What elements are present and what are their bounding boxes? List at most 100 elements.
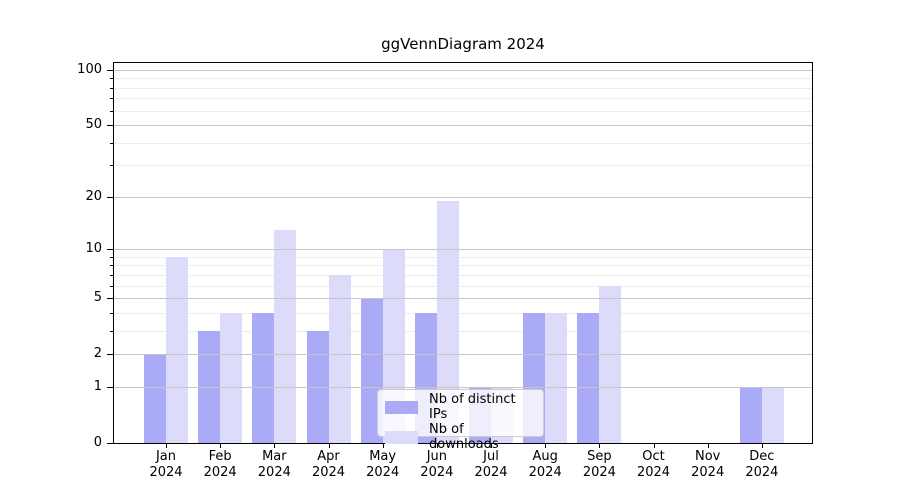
x-tick-month: Oct [642,449,665,464]
x-tick-year: 2024 [691,465,725,480]
x-axis-tick-label: Aug 2024 [517,449,573,481]
y-tick-mark [107,125,113,127]
bar-downloads [220,312,243,443]
bar-downloads [599,285,622,443]
grid-line-major [114,70,812,71]
x-axis-tick-label: Jun 2024 [409,449,465,481]
y-tick-mark [107,249,113,251]
y-axis-tick-label: 5 [93,290,102,306]
x-axis-tick-label: Apr 2024 [301,449,357,481]
grid-line-minor [114,285,812,287]
plot-area [113,62,813,444]
x-axis-tick-label: Dec 2024 [734,449,790,481]
y-tick-mark [107,443,113,444]
y-minor-tick-mark [110,265,113,267]
x-axis-tick-label: Jul 2024 [463,449,519,481]
y-axis-tick-label: 1 [93,378,102,394]
x-tick-year: 2024 [745,465,779,480]
legend-swatch-distinct-ips-icon [385,400,418,414]
x-tick-year: 2024 [311,465,346,480]
x-tick-month: May [369,449,397,464]
y-minor-tick-mark [110,312,113,314]
bar-distinct-ips [144,354,166,443]
bar-downloads [274,229,297,443]
x-tick-mark [599,443,601,448]
grid-line-minor [114,142,812,144]
bar-downloads [436,200,459,443]
x-tick-year: 2024 [474,465,508,480]
x-tick-year: 2024 [257,465,291,480]
x-tick-month: Jul [483,449,499,464]
grid-line-minor [114,110,812,112]
x-tick-month: Jan [155,449,177,464]
bar-distinct-ips [577,312,600,443]
x-tick-year: 2024 [203,465,237,480]
x-tick-mark [274,443,276,448]
x-axis-tick-label: Oct 2024 [626,449,682,481]
x-tick-mark [436,443,438,448]
x-tick-mark [761,443,763,448]
y-axis-tick-label: 20 [85,188,102,204]
y-minor-tick-mark [110,330,113,332]
x-tick-mark [545,443,547,448]
y-minor-tick-mark [110,98,113,100]
x-tick-month: Dec [749,449,775,464]
x-tick-year: 2024 [420,465,454,480]
x-tick-mark [653,443,655,448]
grid-line-minor [114,330,812,332]
grid-line-minor [114,98,812,100]
y-axis-tick-label: 10 [85,241,102,257]
grid-line-major [114,196,812,198]
x-tick-month: Feb [208,449,232,464]
x-tick-mark [491,443,493,448]
legend-entry-downloads: Nb of downloads [385,422,536,452]
bar-downloads [761,386,784,443]
x-axis-tick-label: Mar 2024 [246,449,302,481]
y-tick-mark [107,298,113,300]
x-tick-month: Sep [587,449,612,464]
grid-line-major [114,125,812,127]
grid-line-minor [114,78,812,80]
grid-line-minor [114,165,812,167]
legend-entry-distinct-ips: Nb of distinct IPs [385,392,536,422]
x-tick-month: Aug [532,449,558,464]
bar-downloads [328,274,351,443]
y-minor-tick-mark [110,274,113,276]
y-tick-mark [107,354,113,356]
x-tick-month: Mar [262,449,287,464]
x-tick-year: 2024 [366,465,400,480]
y-minor-tick-mark [110,87,113,89]
bar-downloads [545,312,568,443]
y-minor-tick-mark [110,165,113,167]
x-tick-mark [707,443,709,448]
y-minor-tick-mark [110,110,113,112]
x-axis-tick-label: Nov 2024 [680,449,736,481]
x-tick-mark [382,443,384,448]
x-tick-mark [220,443,222,448]
grid-line-minor [114,265,812,267]
y-tick-mark [107,386,113,388]
legend-swatch-downloads-icon [385,430,418,444]
x-axis-tick-label: Jan 2024 [138,449,194,481]
x-tick-month: Apr [317,449,340,464]
x-tick-mark [166,443,167,448]
x-tick-year: 2024 [582,465,616,480]
grid-line-minor [114,87,812,89]
x-tick-year: 2024 [149,465,183,480]
y-tick-mark [107,196,113,198]
x-axis-tick-label: May 2024 [355,449,411,481]
grid-line-minor [114,312,812,314]
x-tick-mark [328,443,330,448]
grid-line-major [114,298,812,300]
x-tick-month: Nov [695,449,721,464]
bar-distinct-ips [252,312,275,443]
y-minor-tick-mark [110,256,113,258]
grid-line-major [114,249,812,251]
grid-line-major [114,386,812,388]
grid-line-minor [114,256,812,258]
x-tick-year: 2024 [636,465,671,480]
x-axis-tick-label: Feb 2024 [192,449,248,481]
x-tick-month: Jun [426,449,447,464]
legend-label-distinct-ips: Nb of distinct IPs [429,392,516,422]
